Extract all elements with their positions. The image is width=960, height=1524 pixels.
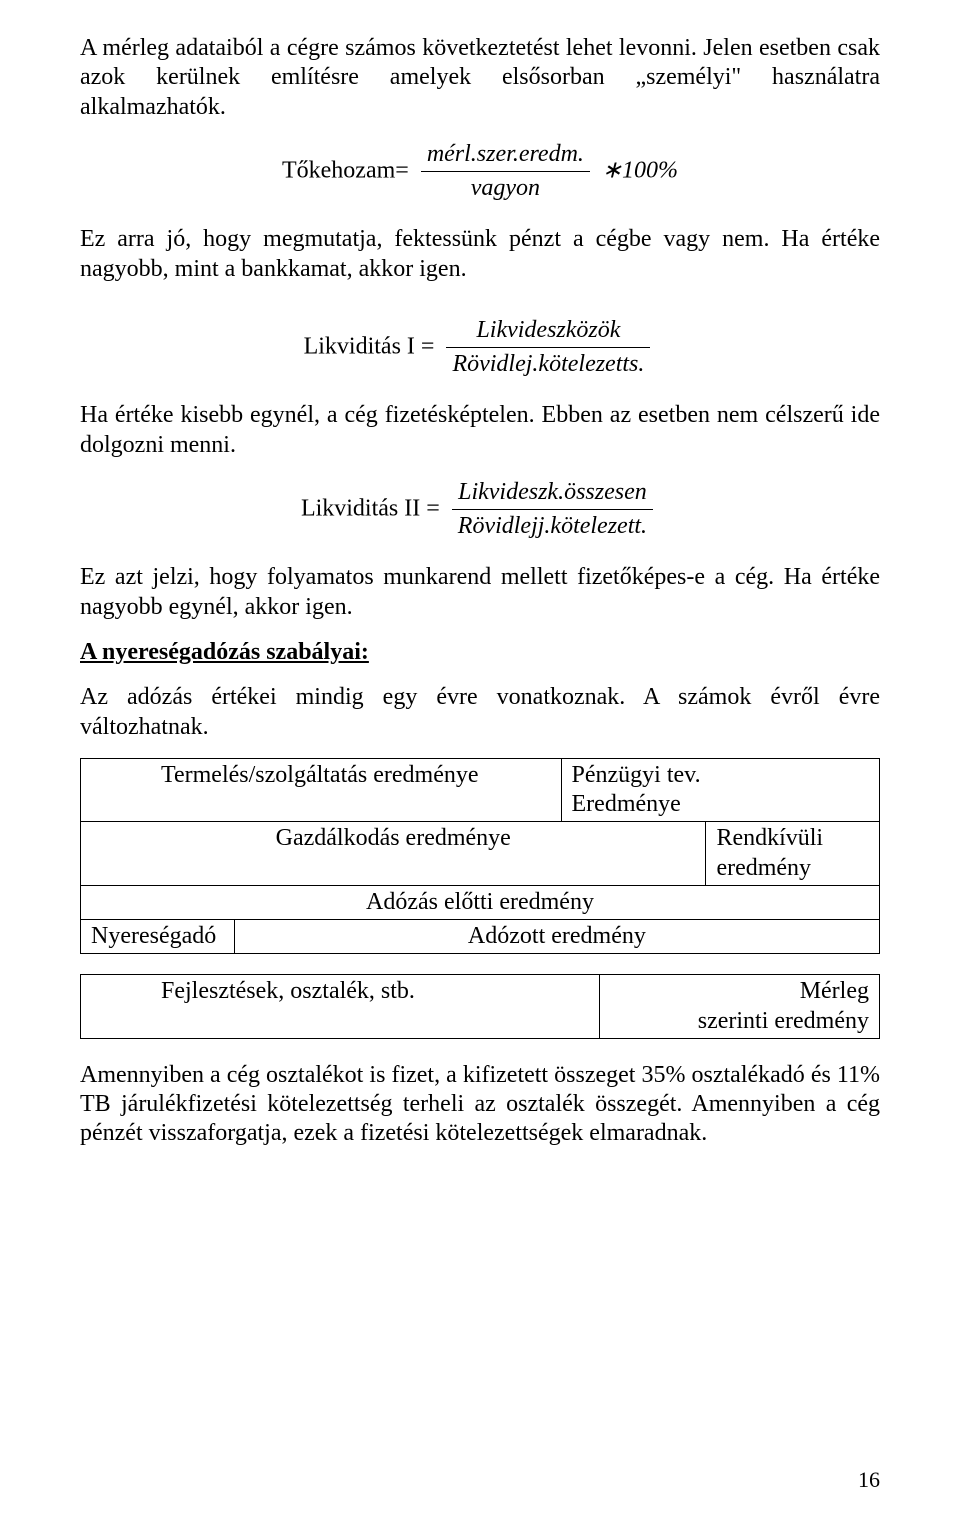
table-cell: Rendkívüli eredmény xyxy=(706,822,880,886)
document-page: A mérleg adataiból a cégre számos követk… xyxy=(0,0,960,1524)
formula-likviditas-2: Likviditás II = Likvideszk.összesen Rövi… xyxy=(80,478,880,542)
paragraph-2: Ez arra jó, hogy megmutatja, fektessünk … xyxy=(80,225,880,284)
table-row: Fejlesztések, osztalék, stb. Mérleg szer… xyxy=(81,975,880,1039)
paragraph-6: Amennyiben a cég osztalékot is fizet, a … xyxy=(80,1061,880,1149)
fraction-numerator: Likvideszközök xyxy=(446,316,650,348)
results-table-2: Fejlesztések, osztalék, stb. Mérleg szer… xyxy=(80,974,880,1039)
table-cell: Fejlesztések, osztalék, stb. xyxy=(81,975,600,1039)
results-table-1: Termelés/szolgáltatás eredménye Pénzügyi… xyxy=(80,758,880,955)
table-row: Adózás előtti eredmény xyxy=(81,885,880,919)
formula-lhs: Likviditás I = xyxy=(304,333,435,359)
fraction-numerator: mérl.szer.eredm. xyxy=(421,140,590,172)
table-cell: Nyereségadó xyxy=(81,920,235,954)
fraction-denominator: Rövidlejj.kötelezett. xyxy=(452,510,653,541)
table-row: Gazdálkodás eredménye Rendkívüli eredmén… xyxy=(81,822,880,886)
table-cell: Mérleg szerinti eredmény xyxy=(600,975,880,1039)
paragraph-4: Ez azt jelzi, hogy folyamatos munkarend … xyxy=(80,563,880,622)
fraction-denominator: Rövidlej.kötelezetts. xyxy=(446,348,650,379)
table-row: Termelés/szolgáltatás eredménye Pénzügyi… xyxy=(81,758,880,822)
table-cell: Adózott eredmény xyxy=(234,920,879,954)
formula-likviditas-1: Likviditás I = Likvideszközök Rövidlej.k… xyxy=(80,316,880,380)
cell-line2: szerinti eredmény xyxy=(698,1008,869,1034)
table-cell: Pénzügyi tev. Eredménye xyxy=(561,758,879,822)
formula-rhs: ∗100% xyxy=(602,157,678,183)
page-number: 16 xyxy=(858,1467,880,1494)
cell-line2: Eredménye xyxy=(572,791,681,817)
paragraph-3: Ha értéke kisebb egynél, a cég fizetéské… xyxy=(80,401,880,460)
table-cell: Gazdálkodás eredménye xyxy=(81,822,706,886)
formula-tokehozam: Tőkehozam= mérl.szer.eredm. vagyon ∗100% xyxy=(80,140,880,204)
fraction: Likvideszk.összesen Rövidlejj.kötelezett… xyxy=(452,478,653,542)
cell-line1: Rendkívüli xyxy=(716,825,823,851)
fraction: Likvideszközök Rövidlej.kötelezetts. xyxy=(446,316,650,380)
table-row: Nyereségadó Adózott eredmény xyxy=(81,920,880,954)
paragraph-5: Az adózás értékei mindig egy évre vonatk… xyxy=(80,683,880,742)
fraction-denominator: vagyon xyxy=(421,172,590,203)
cell-line1: Pénzügyi tev. xyxy=(572,762,701,788)
paragraph-intro: A mérleg adataiból a cégre számos követk… xyxy=(80,34,880,122)
cell-line1: Mérleg xyxy=(800,978,869,1004)
formula-lhs: Tőkehozam= xyxy=(282,157,409,183)
fraction-numerator: Likvideszk.összesen xyxy=(452,478,653,510)
table-cell: Adózás előtti eredmény xyxy=(81,885,880,919)
cell-line2: eredmény xyxy=(716,855,811,881)
formula-lhs: Likviditás II = xyxy=(301,495,440,521)
section-heading: A nyereségadózás szabályai: xyxy=(80,638,880,667)
table-cell: Termelés/szolgáltatás eredménye xyxy=(81,758,562,822)
fraction: mérl.szer.eredm. vagyon xyxy=(421,140,590,204)
